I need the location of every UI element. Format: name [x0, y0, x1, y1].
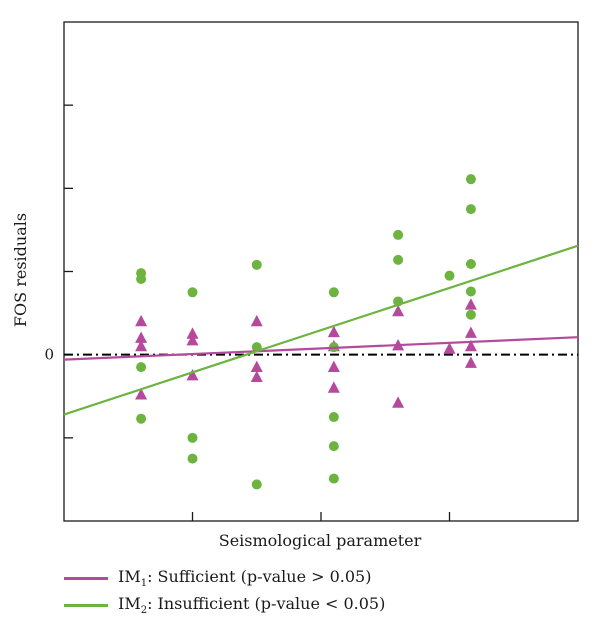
point-im1 [327, 360, 340, 373]
point-im1 [464, 339, 477, 352]
point-im2 [465, 309, 476, 320]
point-im2 [187, 453, 198, 464]
legend-item-im1: IM1: Sufficient (p-value > 0.05) [64, 565, 385, 592]
fit-line-im2 [63, 244, 579, 416]
point-im1 [135, 314, 148, 327]
point-im2 [136, 362, 147, 373]
point-im1 [135, 331, 148, 343]
x-axis-label: Seismological parameter [219, 531, 422, 550]
legend-item-im2: IM2: Insufficient (p-value < 0.05) [64, 592, 385, 619]
point-im2 [465, 174, 476, 185]
point-im1 [135, 388, 148, 400]
point-im1 [327, 381, 340, 393]
chart: 0 FOS residuals Seismological parameter [11, 21, 579, 550]
point-im2 [328, 412, 339, 423]
legend-label-im2: IM2: Insufficient (p-value < 0.05) [118, 594, 386, 617]
point-im1 [464, 326, 477, 338]
y-axis-label: FOS residuals [11, 213, 30, 327]
point-im2 [393, 229, 404, 240]
legend-label-im1: IM1: Sufficient (p-value > 0.05) [118, 567, 372, 590]
point-im2 [328, 473, 339, 484]
plot-area: 0 [44, 21, 579, 522]
legend: IM1: Sufficient (p-value > 0.05) IM2: In… [64, 565, 385, 619]
legend-swatch-im1 [64, 577, 108, 580]
point-im2 [465, 204, 476, 215]
point-im1 [186, 334, 199, 346]
marks-layer [63, 174, 579, 490]
point-im2 [187, 432, 198, 443]
y-tick-label: 0 [44, 346, 54, 364]
point-im1 [186, 327, 199, 339]
point-im1 [464, 298, 477, 310]
legend-swatch-im2 [64, 604, 108, 607]
point-im1 [443, 342, 456, 354]
point-im2 [251, 479, 262, 490]
point-im1 [135, 339, 148, 352]
point-im2 [187, 287, 198, 298]
point-im2 [465, 259, 476, 270]
fit-line-im1 [63, 336, 579, 361]
point-im2 [393, 254, 404, 265]
point-im1 [392, 396, 405, 408]
point-im1 [464, 356, 477, 368]
point-im2 [136, 413, 147, 424]
point-im1 [250, 360, 263, 373]
point-im2 [136, 273, 147, 284]
point-im2 [444, 270, 455, 281]
point-im2 [251, 259, 262, 270]
point-im1 [186, 368, 199, 381]
point-im1 [250, 370, 263, 382]
point-im1 [392, 304, 405, 317]
point-im2 [328, 441, 339, 452]
point-im1 [327, 325, 340, 338]
point-im2 [465, 286, 476, 297]
point-im2 [328, 287, 339, 298]
point-im1 [250, 314, 263, 327]
